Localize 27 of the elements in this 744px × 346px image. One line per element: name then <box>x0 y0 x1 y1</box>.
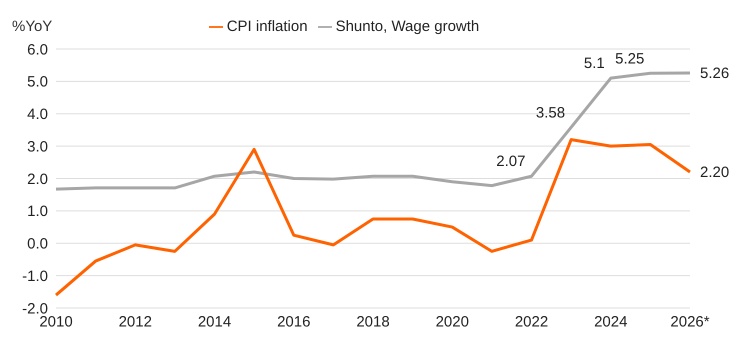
y-tick-label: 6.0 <box>27 41 48 58</box>
y-tick-label: 4.0 <box>27 106 48 124</box>
data-label: 3.58 <box>536 104 566 122</box>
data-label: 5.26 <box>700 64 730 82</box>
x-tick-label: 2024 <box>594 314 628 331</box>
y-tick-label: 5.0 <box>27 74 48 91</box>
y-tick-label: 2.0 <box>27 170 48 188</box>
data-label: 5.1 <box>584 55 605 72</box>
data-label: 2.07 <box>496 153 526 170</box>
y-tick-label: 1.0 <box>27 203 48 220</box>
line-series <box>54 138 692 297</box>
x-tick-label: 2022 <box>514 314 548 331</box>
line-series <box>54 71 692 191</box>
x-tick-label: 2020 <box>436 314 469 331</box>
x-tick-label: 2016 <box>277 314 310 331</box>
x-tick-label: 2014 <box>198 314 232 331</box>
legend-label: CPI inflation <box>226 18 308 35</box>
y-tick-label: 0.0 <box>27 236 48 253</box>
y-axis-title: %YoY <box>12 18 52 35</box>
y-tick-label: 3.0 <box>27 138 48 156</box>
x-tick-label: 2018 <box>356 314 390 331</box>
data-label: 2.20 <box>700 164 730 182</box>
data-label: 5.25 <box>615 50 644 68</box>
y-tick-label: -1.0 <box>22 268 48 285</box>
x-tick-label: 2026* <box>670 314 710 331</box>
x-tick-label: 2012 <box>118 314 152 331</box>
legend-label: Shunto, Wage growth <box>336 18 480 35</box>
